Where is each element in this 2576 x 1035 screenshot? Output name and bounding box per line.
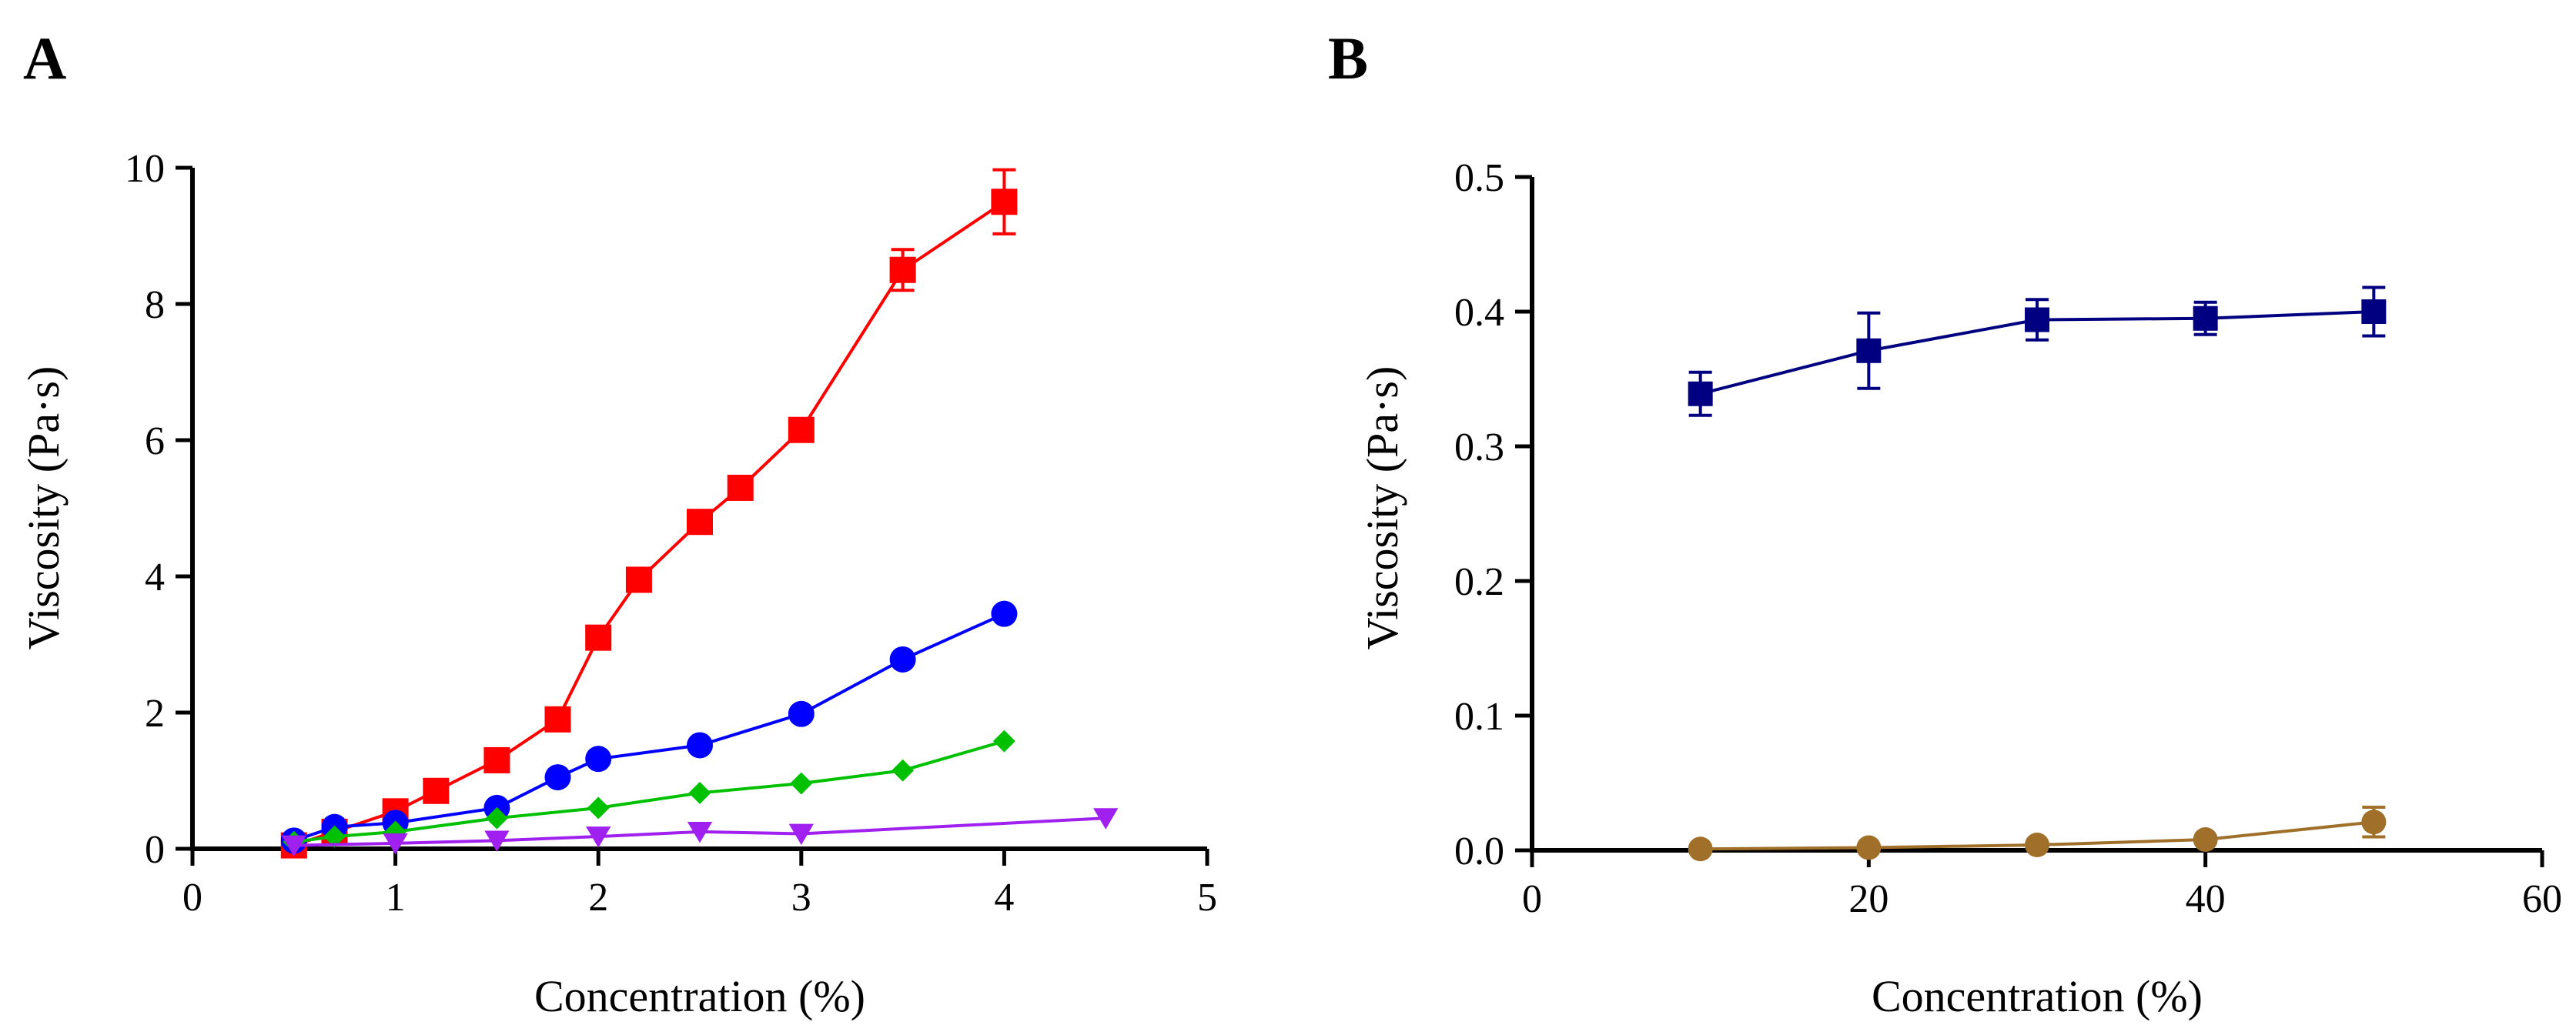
panel-b-y-tick-label: 0.3	[1454, 426, 1504, 469]
panel-b-x-tick-label: 60	[2522, 877, 2562, 921]
panel-b-series-brown-circles-point	[1688, 836, 1713, 862]
panel-a-series-blue-circles-point	[889, 646, 916, 673]
panel-b-y-tick-label: 0.1	[1454, 695, 1504, 739]
panel-a-series-purple-triangles	[281, 808, 1119, 857]
panel-a-series-red-squares-point	[544, 706, 571, 733]
panel-a-series-blue-circles-point	[585, 746, 612, 773]
panel-b-series-brown-circles-point	[1856, 835, 1882, 860]
panel-a-y-tick-label: 4	[145, 556, 165, 599]
panel-a-y-axis-title: Viscosity (Pa·s)	[18, 366, 69, 650]
panel-a-series-purple-triangles-point	[281, 835, 306, 857]
panel-a-y-tick-label: 0	[145, 828, 165, 872]
panel-b-series-brown-circles-point	[2193, 827, 2218, 852]
panel-a-series-purple-triangles-point	[1093, 808, 1119, 830]
panel-a-series-green-diamonds-point	[688, 781, 711, 804]
panel-a-x-tick-label: 4	[994, 876, 1014, 920]
panel-a-y-tick-label: 10	[125, 147, 165, 191]
panel-a-series-red-squares-point	[889, 256, 916, 283]
panel-a-series-blue-circles-point	[687, 732, 713, 759]
panel-b-x-tick-label: 20	[1848, 877, 1889, 921]
panel-a-series-red-squares-line	[293, 200, 1005, 847]
panel-b-series-navy-squares-point	[1856, 338, 1882, 363]
panel-a-series-purple-triangles-point	[788, 823, 814, 846]
panel-a-series-red-squares-point	[625, 566, 652, 593]
panel-b-y-tick-label: 0.0	[1454, 830, 1504, 873]
panel-a-series-green-diamonds-point	[485, 806, 508, 830]
panel-b-series	[1688, 285, 2387, 862]
panel-a-ticks: 0 1 2 3 4 5 0 2 4 6 8 10	[125, 147, 1217, 920]
panel-b-y-tick-label: 0.5	[1454, 156, 1504, 200]
panel-a: A 0 1 2 3 4 5 0 2 4 6 8 10 Concentration (%) Viscos…	[18, 25, 1217, 1021]
panel-a-series-purple-triangles-point	[383, 833, 408, 855]
panel-a-x-tick-label: 2	[588, 876, 608, 920]
panel-a-series-purple-triangles-point	[484, 830, 510, 852]
panel-a-series-blue-circles-point	[544, 764, 571, 791]
panel-b-x-tick-label: 40	[2186, 877, 2226, 921]
panel-a-series-red-squares-point	[727, 474, 754, 501]
panel-b-axes	[1530, 177, 2542, 853]
panel-a-y-tick-label: 8	[145, 283, 165, 327]
panel-a-series-green-diamonds-point	[892, 759, 915, 782]
panel-a-series-purple-triangles-point	[687, 821, 713, 843]
panel-a-x-tick-label: 1	[386, 876, 406, 920]
panel-a-series	[280, 168, 1119, 859]
panel-a-series-blue-circles-point	[788, 700, 815, 727]
panel-b-x-tick-label: 0	[1522, 877, 1542, 921]
panel-b-series-navy-squares	[1688, 285, 2387, 417]
panel-b-y-tick-label: 0.2	[1454, 560, 1504, 604]
panel-a-y-tick-label: 2	[145, 692, 165, 736]
panel-b-y-tick-label: 0.4	[1454, 291, 1504, 335]
panel-a-series-red-squares-point	[483, 746, 510, 773]
panel-a-series-blue-circles	[280, 600, 1018, 854]
panel-a-letter: A	[23, 25, 66, 92]
panel-a-series-red-squares-point	[687, 509, 713, 536]
panel-b-series-brown-circles-point	[2361, 810, 2387, 835]
panel-a-series-blue-circles-point	[991, 600, 1018, 627]
panel-b-ticks: 0 20 40 60 0.0 0.1 0.2 0.3 0.4 0.5	[1454, 156, 2562, 921]
panel-a-x-tick-label: 0	[182, 876, 202, 920]
panel-a-y-tick-label: 6	[145, 419, 165, 463]
panel-a-series-red-squares-point	[585, 624, 612, 651]
panel-a-series-green-diamonds-point	[323, 825, 346, 848]
panel-b-series-brown-circles	[1688, 806, 2387, 862]
panel-a-series-blue-circles-line	[293, 612, 1005, 843]
panel-b-series-navy-squares-point	[2025, 307, 2049, 332]
panel-b-series-navy-squares-point	[1688, 381, 1713, 406]
panel-a-x-tick-label: 3	[791, 876, 811, 920]
panel-b: B 0 20 40 60 0.0 0.1 0.2 0.3 0.4 0.5 Concentratio…	[1328, 25, 2562, 1021]
panel-a-series-purple-triangles-point	[586, 826, 611, 848]
panel-b-series-brown-circles-point	[2025, 833, 2049, 857]
panel-a-x-axis-title: Concentration (%)	[534, 971, 865, 1021]
panel-a-series-red-squares-point	[423, 777, 450, 804]
panel-b-axis-frame	[1530, 177, 2542, 853]
panel-a-series-green-diamonds-point	[587, 796, 610, 820]
panel-b-series-navy-squares-point	[2361, 299, 2387, 324]
panel-b-y-axis-title: Viscosity (Pa·s)	[1357, 366, 1407, 650]
panel-a-series-red-squares-point	[991, 189, 1018, 215]
panel-a-series-red-squares-point	[788, 416, 815, 443]
panel-a-series-red-squares	[280, 168, 1018, 859]
panel-b-letter: B	[1328, 25, 1368, 92]
panel-a-x-tick-label: 5	[1197, 876, 1217, 920]
panel-b-x-axis-title: Concentration (%)	[1872, 971, 2203, 1021]
panel-b-series-navy-squares-point	[2193, 305, 2218, 331]
panel-a-series-green-diamonds-point	[790, 772, 813, 795]
panel-a-series-green-diamonds-point	[992, 730, 1015, 753]
